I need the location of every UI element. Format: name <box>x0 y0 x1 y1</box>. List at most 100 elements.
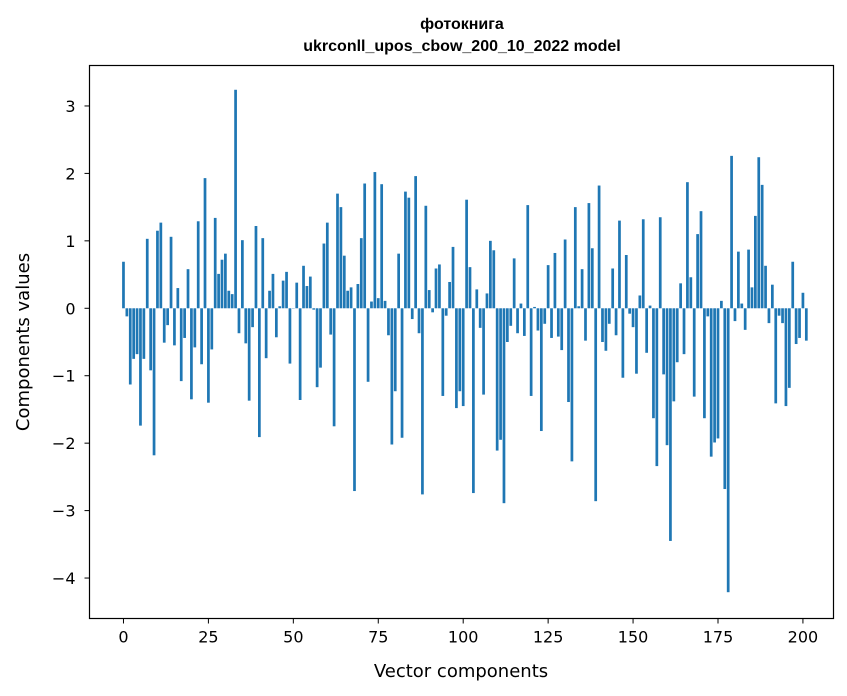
bar-165 <box>682 308 686 355</box>
bar-100 <box>461 308 465 407</box>
bar-176 <box>720 300 723 309</box>
bar-56 <box>312 308 316 310</box>
bar-182 <box>740 303 744 309</box>
bar-119 <box>526 205 530 309</box>
bar-105 <box>478 308 482 328</box>
bar-194 <box>781 308 784 324</box>
bar-90 <box>427 290 431 309</box>
bar-146 <box>618 220 621 309</box>
bar-161 <box>669 308 672 541</box>
bar-142 <box>604 308 608 351</box>
bar-73 <box>370 301 373 309</box>
bar-36 <box>244 308 248 344</box>
bar-46 <box>278 306 282 309</box>
bar-69 <box>356 284 360 309</box>
bar-122 <box>536 308 540 331</box>
bar-174 <box>713 308 716 443</box>
bar-187 <box>757 157 761 309</box>
bar-126 <box>550 308 553 338</box>
bar-72 <box>366 308 370 382</box>
bar-177 <box>723 308 727 490</box>
bar-140 <box>597 185 601 309</box>
bar-25 <box>207 308 210 403</box>
bar-55 <box>308 276 312 309</box>
y-axis-label: Components values <box>13 253 34 431</box>
bar-139 <box>594 308 598 502</box>
bar-92 <box>434 268 438 309</box>
bar-168 <box>692 308 696 397</box>
x-tick-label: 200 <box>788 628 819 647</box>
bar-96 <box>448 281 451 309</box>
y-tick-label: −1 <box>52 367 76 386</box>
bar-79 <box>390 308 394 445</box>
bar-158 <box>658 217 662 309</box>
bar-71 <box>363 183 367 309</box>
bar-91 <box>431 308 434 313</box>
x-tick-label: 25 <box>198 628 218 647</box>
bar-130 <box>563 239 567 309</box>
bar-38 <box>251 308 254 328</box>
bar-70 <box>359 238 363 309</box>
bar-23 <box>200 308 203 365</box>
bar-37 <box>247 308 251 401</box>
bar-43 <box>268 290 271 309</box>
bar-98 <box>455 308 458 409</box>
bar-198 <box>794 308 798 345</box>
bar-33 <box>234 89 237 309</box>
y-tick-label: −2 <box>52 434 76 453</box>
bar-190 <box>767 308 771 324</box>
bar-193 <box>777 308 781 316</box>
bar-107 <box>485 293 489 309</box>
x-tick-label: 175 <box>703 628 734 647</box>
bar-184 <box>747 249 750 309</box>
bar-22 <box>196 221 200 309</box>
bar-12 <box>162 308 166 343</box>
bar-124 <box>543 308 547 324</box>
bar-47 <box>281 280 285 309</box>
x-tick-label: 125 <box>533 628 564 647</box>
bar-179 <box>730 155 733 309</box>
bar-178 <box>726 308 730 593</box>
bar-188 <box>760 184 764 309</box>
bar-74 <box>373 172 377 309</box>
bar-106 <box>482 308 485 395</box>
y-tick-label: 1 <box>65 232 75 251</box>
bar-150 <box>631 308 635 328</box>
bar-5 <box>139 308 142 426</box>
bar-30 <box>224 253 227 309</box>
bar-134 <box>577 306 581 309</box>
bar-181 <box>737 251 740 309</box>
bar-137 <box>587 203 591 309</box>
x-axis-ticks: 0 25 50 75 100 125 150 175 200 <box>118 618 819 647</box>
bar-58 <box>319 308 322 368</box>
bar-51 <box>295 282 299 309</box>
bar-series <box>122 89 808 593</box>
bar-82 <box>400 308 404 438</box>
bar-115 <box>512 258 516 309</box>
bar-68 <box>353 308 356 492</box>
bar-45 <box>274 308 278 338</box>
bar-180 <box>733 308 737 322</box>
bar-104 <box>475 289 479 309</box>
bar-2 <box>128 308 132 385</box>
bar-155 <box>648 305 652 309</box>
chart-title-line-1: фотокнига <box>420 16 504 33</box>
bar-112 <box>502 308 506 504</box>
bar-156 <box>652 308 655 419</box>
bar-148 <box>624 255 628 309</box>
bar-3 <box>132 308 136 359</box>
bar-136 <box>584 308 587 341</box>
bar-109 <box>492 250 496 309</box>
bar-21 <box>193 308 197 348</box>
bar-89 <box>424 205 428 309</box>
bar-65 <box>342 255 346 309</box>
bar-149 <box>628 308 632 314</box>
chart-title-line-2: ukrconll_upos_cbow_200_10_2022 model <box>303 38 620 55</box>
bar-8 <box>149 308 153 371</box>
bar-123 <box>539 308 543 432</box>
bar-94 <box>441 308 445 396</box>
bar-44 <box>271 273 275 309</box>
bar-81 <box>397 253 401 309</box>
bar-131 <box>567 308 570 403</box>
